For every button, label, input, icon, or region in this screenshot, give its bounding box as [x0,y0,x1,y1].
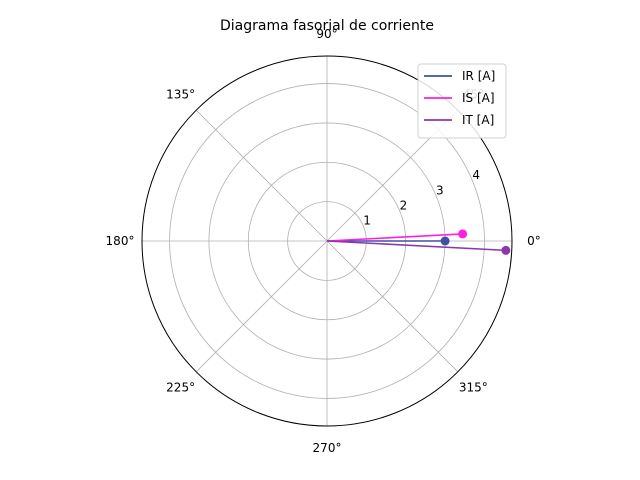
grid-spoke [196,110,327,241]
phasor-tip-marker [501,246,510,255]
radial-tick-label: 4 [472,168,480,182]
angle-tick-label: 135° [166,88,195,102]
angle-tick-label: 180° [106,234,135,248]
radial-tick-label: 2 [400,198,408,212]
angle-tick-label: 225° [166,380,195,394]
angle-tick-label: 0° [527,234,541,248]
radial-tick-labels: 1 2 3 4 [363,168,480,227]
grid-spoke [327,241,458,372]
radial-tick-label: 1 [363,213,371,227]
legend-label: IT [A] [462,113,494,127]
legend-label: IR [A] [462,69,495,83]
phasor-line [327,241,506,250]
phasor-tip-marker [458,229,467,238]
grid-spoke [196,241,327,372]
phasor-series [327,229,510,254]
angle-tick-label: 90° [316,27,337,41]
legend-label: IS [A] [462,91,495,105]
angle-tick-label: 315° [459,380,488,394]
radial-tick-label: 3 [436,183,444,197]
legend: IR [A] IS [A] IT [A] [418,64,506,138]
angle-tick-label: 270° [313,441,342,455]
phasor-tip-marker [441,237,450,246]
